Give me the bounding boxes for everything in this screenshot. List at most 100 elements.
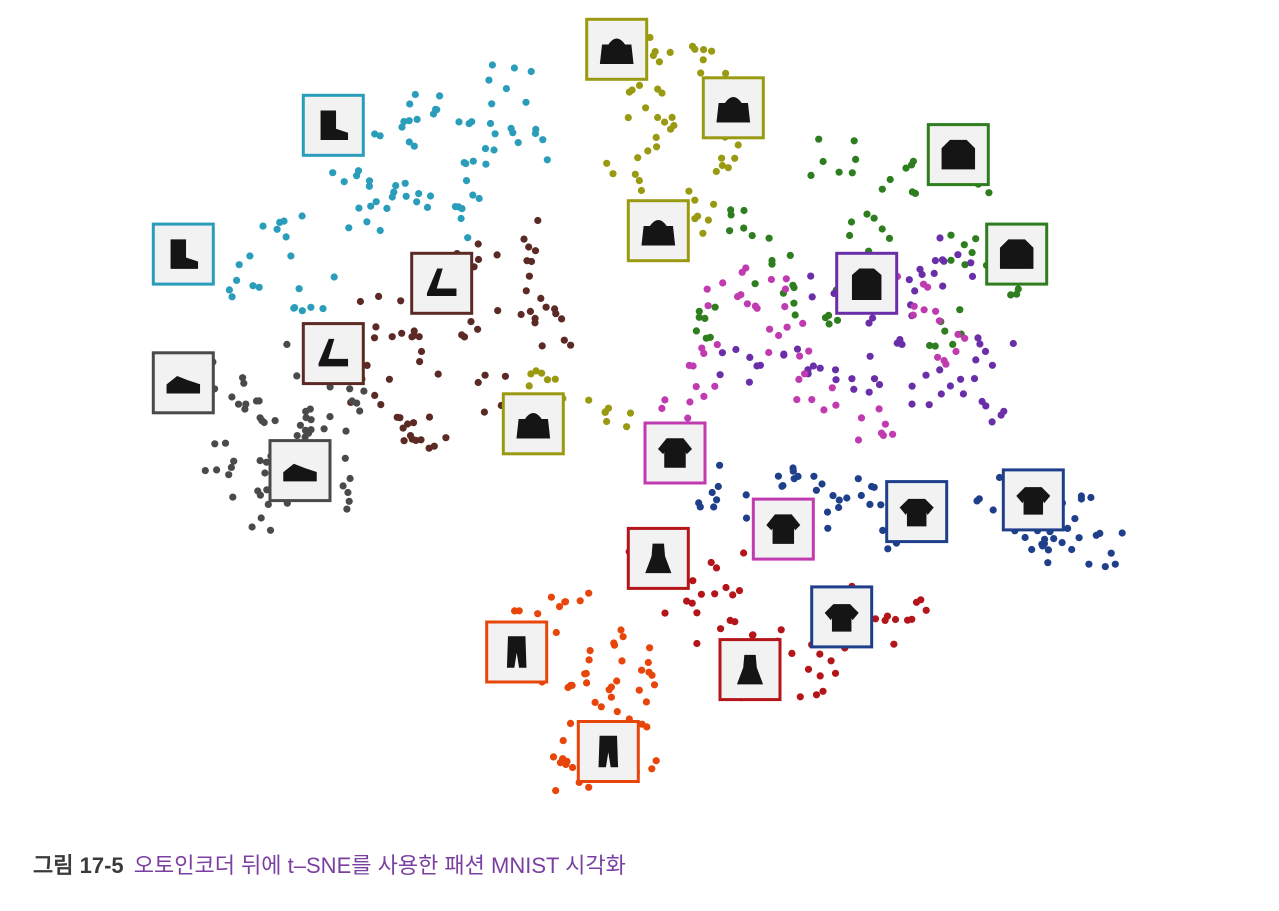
scatter-point: [805, 347, 813, 355]
scatter-point: [768, 256, 776, 265]
scatter-point: [221, 439, 230, 447]
scatter-point: [1028, 545, 1036, 554]
scatter-point: [832, 401, 840, 409]
scatter-point: [870, 375, 879, 383]
sandal-icon: [318, 338, 349, 367]
scatter-point: [959, 390, 968, 398]
scatter-point: [688, 599, 696, 607]
scatter-point: [345, 497, 353, 505]
scatter-point: [866, 352, 874, 360]
scatter-point: [653, 143, 661, 151]
scatter-point: [510, 64, 518, 72]
scatter-point: [954, 330, 962, 338]
scatter-point: [515, 607, 523, 615]
scatter-point: [240, 379, 248, 387]
scatter-point: [307, 303, 315, 311]
scatter-point: [685, 361, 693, 369]
scatter-point: [925, 401, 933, 409]
scatter-point: [413, 115, 421, 123]
t-shirt-icon: [899, 498, 934, 527]
scatter-point: [793, 345, 802, 353]
scatter-point: [1050, 535, 1058, 543]
scatter-point: [559, 737, 567, 745]
scatter-point: [904, 616, 912, 624]
thumbnail-shirt-icon: [643, 421, 707, 485]
scatter-point: [974, 334, 982, 342]
scatter-point: [610, 641, 619, 649]
scatter-point: [293, 432, 301, 440]
scatter-point: [930, 269, 938, 277]
thumbnail-trouser-icon: [485, 620, 549, 684]
scatter-point: [488, 100, 496, 108]
scatter-point: [307, 416, 315, 424]
scatter-point: [940, 357, 948, 365]
scatter-point: [868, 482, 876, 491]
scatter-point: [742, 514, 751, 522]
scatter-point: [1058, 539, 1066, 547]
scatter-point: [569, 763, 577, 772]
scatter-point: [788, 649, 796, 658]
scatter-point: [353, 172, 361, 180]
scatter-point: [460, 159, 468, 167]
scatter-point: [866, 500, 874, 508]
scatter-point: [819, 687, 827, 695]
scatter-point: [326, 413, 334, 421]
scatter-point: [613, 708, 621, 716]
scatter-point: [740, 206, 748, 215]
scatter-point: [342, 427, 350, 435]
scatter-point: [751, 302, 760, 310]
scatter-point: [411, 90, 419, 99]
scatter-point: [699, 56, 707, 64]
scatter-point: [765, 234, 773, 242]
scatter-point: [619, 633, 627, 641]
scatter-point: [932, 307, 940, 315]
scatter-point: [257, 514, 265, 522]
scatter-point: [525, 272, 534, 280]
scatter-point: [475, 194, 483, 203]
scatter-point: [908, 188, 917, 196]
scatter-point: [827, 657, 835, 665]
scatter-point: [846, 231, 854, 240]
scatter-point: [583, 679, 591, 687]
scatter-point: [699, 229, 707, 237]
scatter-point: [514, 139, 522, 147]
scatter-point: [780, 351, 788, 359]
scatter-point: [1096, 529, 1104, 538]
scatter-point: [488, 61, 496, 69]
thumbnail-shirt-icon: [751, 497, 815, 561]
scatter-point: [576, 597, 584, 605]
scatter-point: [646, 33, 654, 42]
scatter-point: [558, 315, 566, 323]
scatter-point: [241, 405, 249, 413]
scatter-point: [854, 436, 863, 444]
scatter-point: [767, 275, 776, 284]
pullover-icon: [941, 139, 976, 170]
scatter-point: [1071, 515, 1079, 523]
scatter-point: [646, 644, 654, 652]
scatter-point: [635, 81, 644, 89]
scatter-point: [1118, 529, 1126, 537]
scatter-point: [538, 369, 546, 377]
scatter-point: [526, 307, 535, 315]
scatter-point: [789, 467, 797, 475]
scatter-point: [782, 275, 790, 283]
scatter-point: [304, 429, 313, 437]
scatter-point: [791, 311, 799, 319]
scatter-point: [228, 293, 236, 301]
scatter-point: [227, 463, 235, 471]
scatter-point: [711, 303, 719, 311]
scatter-point: [935, 317, 944, 325]
scatter-point: [742, 264, 750, 272]
scatter-point: [1007, 291, 1015, 299]
scatter-point: [869, 314, 877, 322]
thumbnail-t-shirt-icon: [885, 480, 949, 544]
scatter-point: [812, 486, 821, 494]
scatter-point: [711, 590, 719, 598]
scatter-point: [462, 177, 471, 185]
scatter-point: [697, 590, 706, 598]
scatter-point: [961, 261, 969, 269]
thumbnail-bag-icon: [626, 199, 690, 263]
scatter-point: [952, 347, 960, 356]
dress-icon: [645, 543, 672, 574]
scatter-point: [343, 505, 351, 513]
